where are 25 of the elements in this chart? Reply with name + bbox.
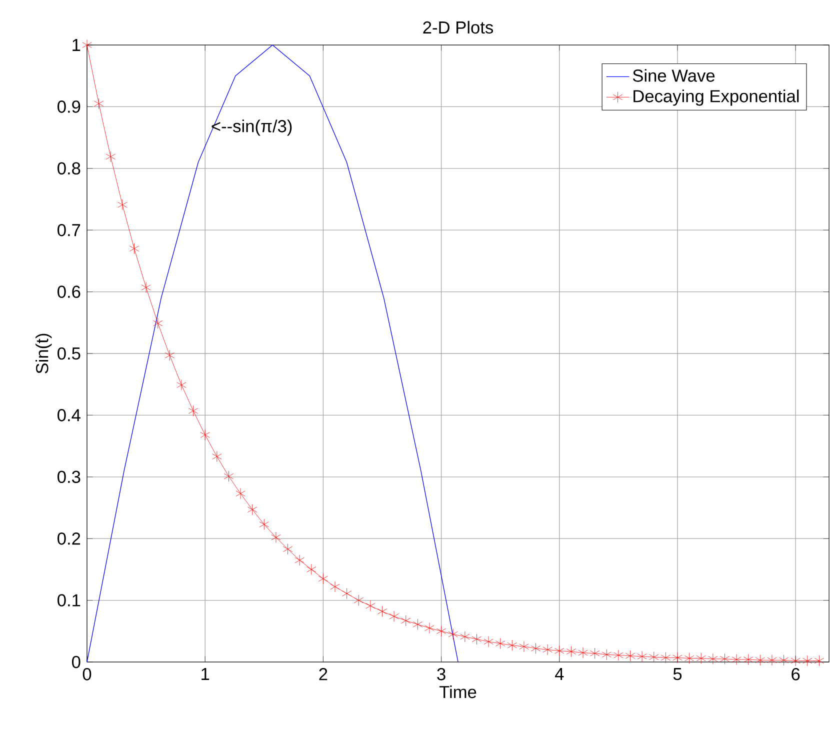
x-tick-label: 4: [554, 668, 564, 680]
x-tick-label: 3: [437, 668, 446, 680]
y-tick-label: 0.4: [58, 409, 80, 422]
x-tick-label: 0: [82, 668, 92, 680]
y-tick-label: 0.9: [58, 100, 80, 113]
x-tick-label: 6: [792, 668, 800, 680]
x-tick-label: 5: [673, 668, 682, 680]
chart-title: 2-D Plots: [423, 20, 494, 34]
x-tick-label: 1: [202, 668, 210, 680]
y-tick-label: 0.2: [58, 532, 80, 545]
y-tick-label: 0.1: [58, 594, 80, 606]
y-tick-label: 1: [72, 39, 80, 51]
y-tick-label: 0.3: [58, 470, 80, 484]
x-axis-title: Time: [439, 685, 476, 698]
y-tick-label: 0.8: [58, 162, 80, 175]
y-tick-label: 0.5: [58, 347, 80, 360]
y-tick-label: 0: [72, 656, 80, 668]
legend-label: Decaying Exponential: [634, 90, 799, 106]
y-tick-label: 0.6: [58, 286, 80, 298]
y-tick-label: 0.7: [58, 224, 80, 236]
legend-label: Sine Wave: [632, 69, 715, 82]
annotation: <--sin(π/3): [212, 120, 292, 136]
x-tick-label: 2: [319, 668, 328, 680]
line-series: [87, 44, 458, 662]
y-axis-title: Sin(t): [36, 334, 52, 374]
